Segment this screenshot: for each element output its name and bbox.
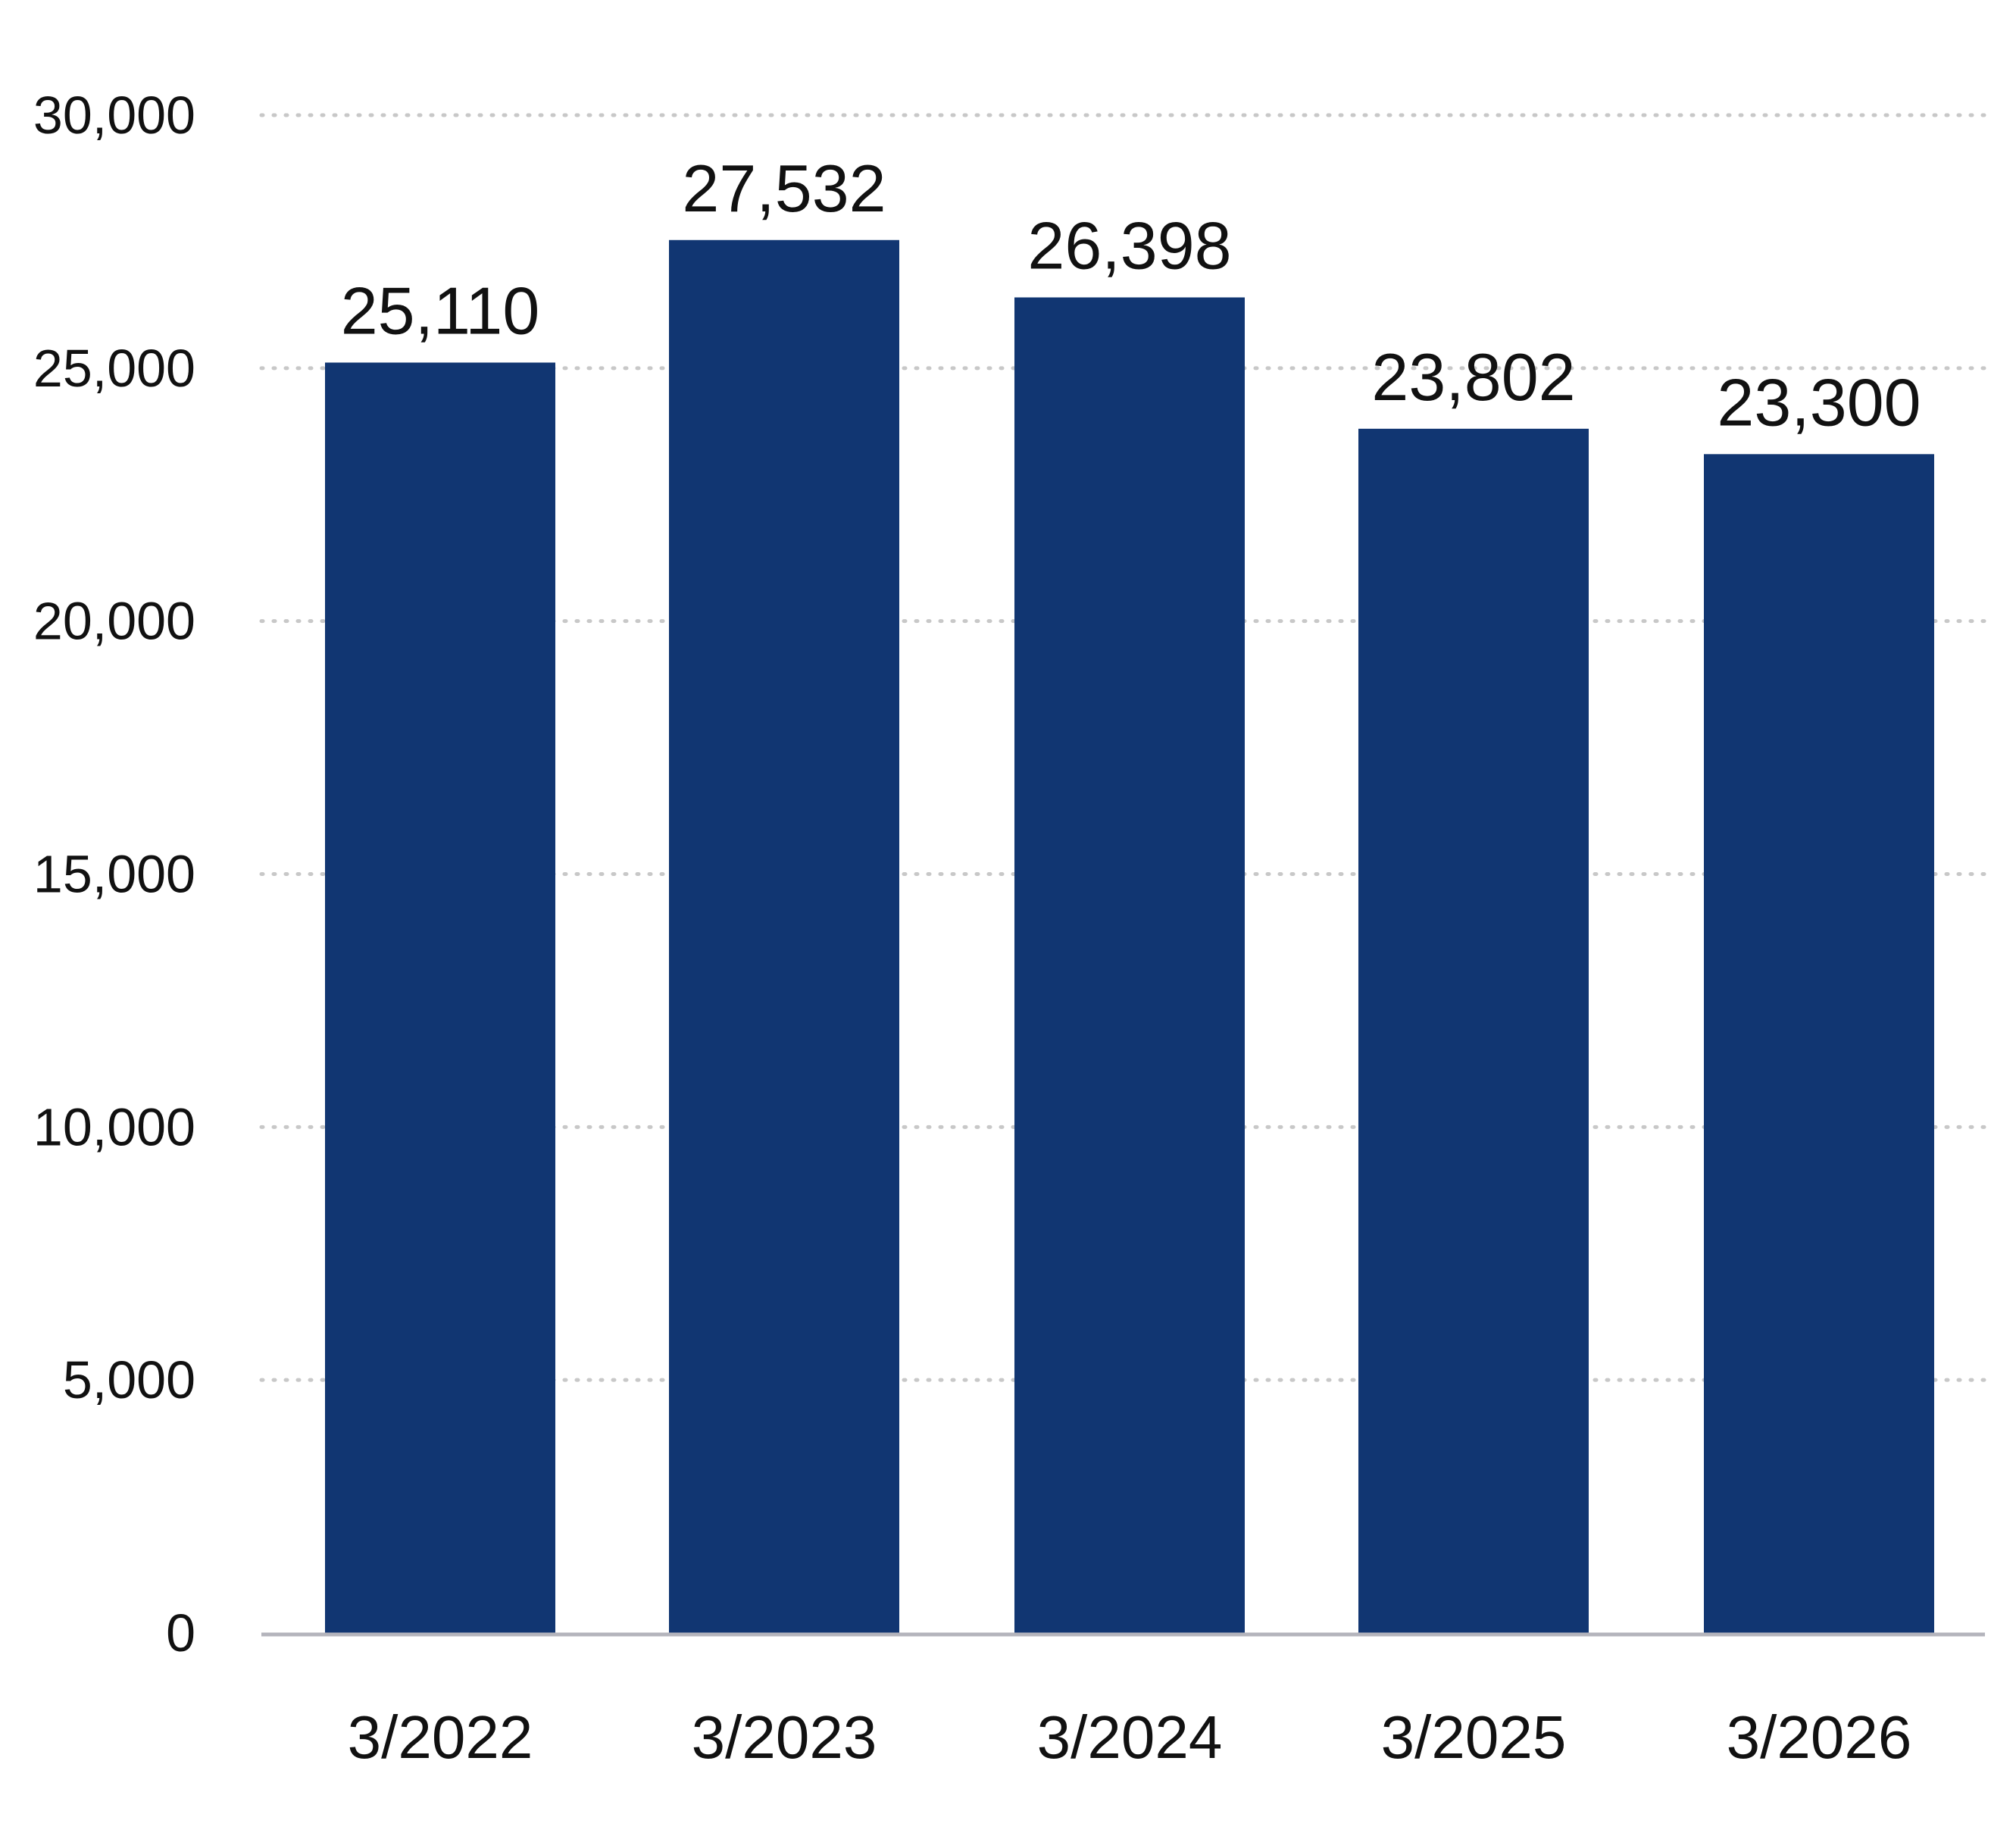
y-axis-ticks: 0 5,000 10,000 15,000 20,000 25,000 30,000: [33, 86, 195, 1663]
x-axis-ticks: 3/2022 3/2023 3/2024 3/2025 3/2026: [348, 1703, 1912, 1771]
value-label: 23,300: [1717, 364, 1921, 439]
x-tick-label: 3/2022: [348, 1703, 533, 1771]
x-tick-label: 3/2026: [1727, 1703, 1912, 1771]
y-tick-label: 5,000: [63, 1350, 195, 1409]
x-tick-label: 3/2023: [692, 1703, 877, 1771]
value-label: 26,398: [1027, 208, 1231, 283]
value-label: 23,802: [1371, 339, 1575, 414]
bar-3-2024: [1014, 297, 1245, 1633]
bar-3-2022: [325, 362, 555, 1633]
value-labels: 25,110 27,532 26,398 23,802 23,300: [341, 151, 1921, 440]
bars: [325, 239, 1934, 1633]
y-tick-label: 10,000: [33, 1097, 195, 1156]
y-tick-label: 15,000: [33, 845, 195, 904]
value-label: 25,110: [341, 273, 540, 348]
y-tick-label: 25,000: [33, 339, 195, 398]
bar-3-2025: [1358, 428, 1589, 1633]
y-tick-label: 30,000: [33, 86, 195, 145]
x-tick-label: 3/2024: [1037, 1703, 1223, 1771]
bar-3-2023: [669, 239, 899, 1633]
y-tick-label: 0: [166, 1603, 195, 1663]
y-tick-label: 20,000: [33, 592, 195, 651]
x-tick-label: 3/2025: [1381, 1703, 1567, 1771]
value-label: 27,532: [682, 151, 886, 226]
bar-3-2026: [1704, 454, 1934, 1633]
